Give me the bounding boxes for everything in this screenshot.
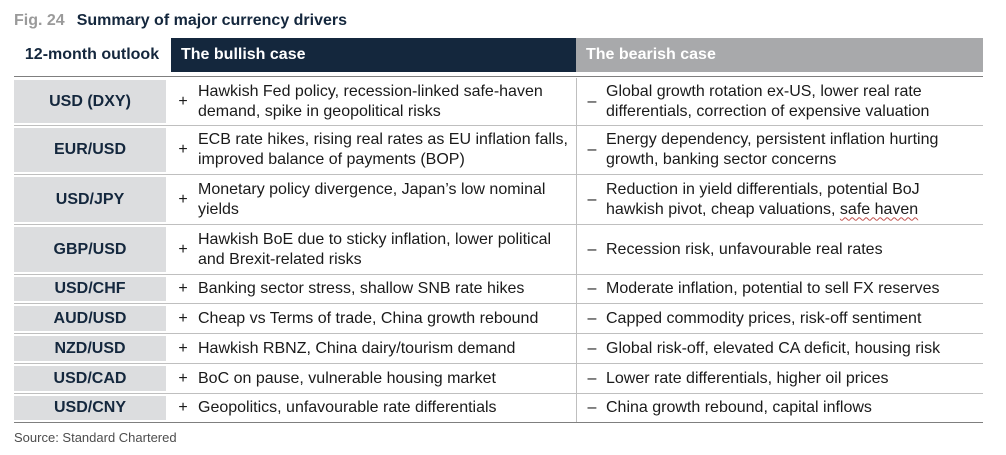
- bullish-cell: + Hawkish BoE due to sticky inflation, l…: [171, 225, 577, 274]
- plus-sign: +: [178, 339, 188, 357]
- minus-sign: –: [587, 240, 597, 258]
- bearish-text: Lower rate differentials, higher oil pri…: [606, 369, 889, 387]
- plus-sign: +: [178, 141, 188, 158]
- bullish-cell: + Hawkish Fed policy, recession-linked s…: [171, 78, 577, 125]
- source-note: Source: Standard Chartered: [14, 430, 177, 445]
- header-outlook: 12-month outlook: [24, 46, 160, 63]
- minus-sign: –: [587, 92, 597, 110]
- currency-pair: EUR/USD: [14, 128, 166, 172]
- bullish-text: Hawkish Fed policy, recession-linked saf…: [198, 82, 543, 120]
- currency-pair: AUD/USD: [14, 306, 166, 331]
- bearish-cell: – Reduction in yield differentials, pote…: [576, 175, 983, 224]
- bearish-cell: – Energy dependency, persistent inflatio…: [576, 126, 983, 174]
- table-row-usd-cad: USD/CAD + BoC on pause, vulnerable housi…: [14, 364, 983, 394]
- table-row-usd-jpy: USD/JPY + Monetary policy divergence, Ja…: [14, 175, 983, 225]
- drivers-table: USD (DXY) + Hawkish Fed policy, recessio…: [14, 78, 983, 423]
- table-row-usd-chf: USD/CHF + Banking sector stress, shallow…: [14, 275, 983, 304]
- minus-sign: –: [587, 369, 597, 387]
- bullish-text: Cheap vs Terms of trade, China growth re…: [198, 309, 539, 327]
- bearish-text: Capped commodity prices, risk-off sentim…: [606, 309, 922, 327]
- currency-pair: USD/CNY: [14, 396, 166, 420]
- bearish-cell: – Capped commodity prices, risk-off sent…: [576, 304, 983, 333]
- header-bullish: The bullish case: [171, 38, 576, 72]
- table-row-usd-dxy: USD (DXY) + Hawkish Fed policy, recessio…: [14, 78, 983, 126]
- plus-sign: +: [178, 240, 188, 258]
- bearish-text: Reduction in yield differentials, potent…: [606, 180, 979, 220]
- bullish-text: Banking sector stress, shallow SNB rate …: [198, 280, 525, 297]
- plus-sign: +: [178, 280, 188, 297]
- bullish-cell: + BoC on pause, vulnerable housing marke…: [171, 364, 577, 393]
- table-row-gbp-usd: GBP/USD + Hawkish BoE due to sticky infl…: [14, 225, 983, 275]
- bearish-cell: – Recession risk, unfavourable real rate…: [576, 225, 983, 274]
- bullish-cell: + Geopolitics, unfavourable rate differe…: [171, 394, 577, 422]
- bearish-text-main: Reduction in yield differentials, potent…: [606, 180, 920, 218]
- currency-pair: USD/JPY: [14, 177, 166, 222]
- plus-sign: +: [178, 92, 188, 110]
- figure-title-text: Summary of major currency drivers: [76, 12, 348, 29]
- bearish-cell: – Global risk-off, elevated CA deficit, …: [576, 334, 983, 363]
- bearish-text: Moderate inflation, potential to sell FX…: [606, 280, 940, 297]
- plus-sign: +: [178, 369, 188, 387]
- table-row-nzd-usd: NZD/USD + Hawkish RBNZ, China dairy/tour…: [14, 334, 983, 364]
- bullish-text: Monetary policy divergence, Japan’s low …: [198, 180, 546, 218]
- bullish-cell: + Banking sector stress, shallow SNB rat…: [171, 275, 577, 303]
- bullish-cell: + ECB rate hikes, rising real rates as E…: [171, 126, 577, 174]
- bullish-text: ECB rate hikes, rising real rates as EU …: [198, 131, 568, 168]
- table-row-aud-usd: AUD/USD + Cheap vs Terms of trade, China…: [14, 304, 983, 334]
- spellcheck-marked-text: safe haven: [839, 200, 919, 218]
- table-row-usd-cny: USD/CNY + Geopolitics, unfavourable rate…: [14, 394, 983, 423]
- bearish-text: Global risk-off, elevated CA deficit, ho…: [606, 339, 941, 357]
- table-top-rule: [14, 76, 983, 77]
- currency-pair: USD/CAD: [14, 366, 166, 391]
- minus-sign: –: [587, 339, 597, 357]
- bullish-text: BoC on pause, vulnerable housing market: [198, 369, 496, 387]
- bearish-cell: – Lower rate differentials, higher oil p…: [576, 364, 983, 393]
- minus-sign: –: [587, 190, 597, 208]
- bullish-text: Hawkish RBNZ, China dairy/tourism demand: [198, 339, 516, 357]
- bearish-text: China growth rebound, capital inflows: [606, 399, 872, 416]
- currency-pair: NZD/USD: [14, 336, 166, 361]
- currency-pair: GBP/USD: [14, 227, 166, 272]
- bullish-text: Hawkish BoE due to sticky inflation, low…: [198, 230, 552, 268]
- bearish-text: Recession risk, unfavourable real rates: [606, 240, 883, 258]
- plus-sign: +: [178, 190, 188, 208]
- figure-number: Fig. 24: [14, 12, 65, 29]
- plus-sign: +: [178, 309, 188, 327]
- currency-pair: USD (DXY): [14, 80, 166, 123]
- bullish-cell: + Hawkish RBNZ, China dairy/tourism dema…: [171, 334, 577, 363]
- minus-sign: –: [587, 399, 597, 416]
- bullish-cell: + Cheap vs Terms of trade, China growth …: [171, 304, 577, 333]
- bullish-cell: + Monetary policy divergence, Japan’s lo…: [171, 175, 577, 224]
- bearish-cell: – Global growth rotation ex-US, lower re…: [576, 78, 983, 125]
- minus-sign: –: [587, 280, 597, 297]
- bearish-text: Global growth rotation ex-US, lower real…: [606, 82, 930, 120]
- bearish-cell: – China growth rebound, capital inflows: [576, 394, 983, 422]
- minus-sign: –: [587, 141, 597, 158]
- bearish-cell: – Moderate inflation, potential to sell …: [576, 275, 983, 303]
- bearish-text: Energy dependency, persistent inflation …: [606, 131, 939, 168]
- minus-sign: –: [587, 309, 597, 327]
- header-bearish: The bearish case: [576, 38, 983, 72]
- bullish-text: Geopolitics, unfavourable rate different…: [198, 399, 497, 416]
- figure-title: Fig. 24 Summary of major currency drivers: [14, 11, 347, 31]
- table-row-eur-usd: EUR/USD + ECB rate hikes, rising real ra…: [14, 126, 983, 175]
- plus-sign: +: [178, 399, 188, 416]
- currency-pair: USD/CHF: [14, 277, 166, 301]
- table-header: 12-month outlook The bullish case The be…: [14, 38, 983, 72]
